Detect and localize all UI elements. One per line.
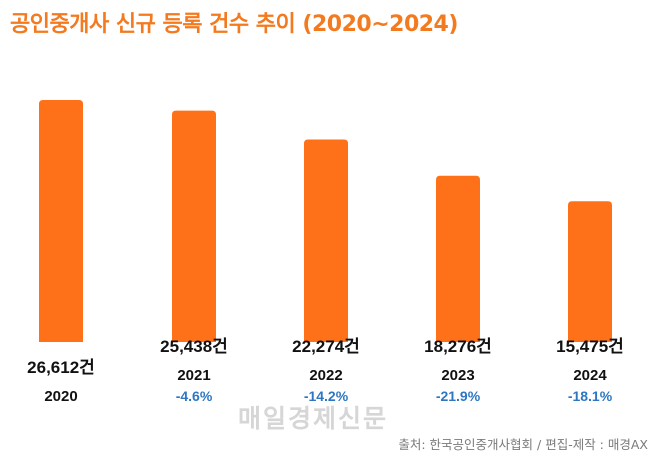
value-label-2021: 25,438건 (160, 337, 228, 356)
chart-title: 공인중개사 신규 등록 건수 추이 (2020~2024) (10, 12, 458, 37)
value-label-2020: 26,612건 (27, 358, 95, 377)
change-label-2024: -18.1% (568, 388, 613, 404)
year-label-2022: 2022 (309, 367, 342, 384)
year-label-2024: 2024 (573, 367, 607, 384)
year-label-2023: 2023 (441, 367, 474, 384)
watermark: 매일경제신문 (238, 404, 389, 433)
change-label-2021: -4.6% (176, 388, 213, 404)
value-label-2022: 22,274건 (292, 337, 360, 356)
bar-2021 (172, 110, 216, 342)
value-label-2023: 18,276건 (424, 337, 492, 356)
change-label-2023: -21.9% (436, 388, 481, 404)
bar-2023 (436, 175, 480, 342)
value-label-2024: 15,475건 (556, 337, 624, 356)
bar-2020 (39, 100, 83, 342)
bar-2022 (304, 139, 348, 342)
year-label-2021: 2021 (177, 367, 210, 384)
source-note: 출처: 한국공인중개사협회 / 편집-제작 : 매경AX (398, 437, 648, 452)
year-label-2020: 2020 (44, 388, 77, 405)
change-label-2022: -14.2% (304, 388, 349, 404)
bar-2024 (568, 201, 612, 342)
